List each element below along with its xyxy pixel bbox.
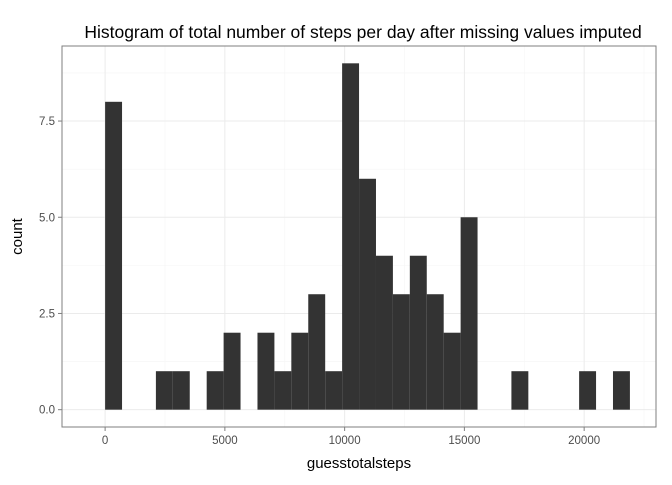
histogram-bar bbox=[291, 332, 309, 410]
histogram-bar bbox=[443, 332, 461, 410]
histogram-bar bbox=[375, 255, 393, 410]
histogram-bar bbox=[223, 332, 241, 410]
y-tick-label: 5.0 bbox=[39, 212, 55, 224]
panel-border bbox=[61, 45, 657, 428]
histogram-bar bbox=[325, 371, 343, 410]
y-tick-label: 0.0 bbox=[39, 405, 55, 417]
histogram-bar bbox=[342, 63, 360, 410]
histogram-bar bbox=[426, 294, 444, 410]
histogram-bar bbox=[308, 294, 326, 410]
histogram-bar bbox=[511, 371, 529, 410]
x-tick-label: 20000 bbox=[568, 435, 600, 447]
histogram-bar bbox=[460, 217, 478, 410]
histogram-bar bbox=[274, 371, 292, 410]
histogram-bar bbox=[612, 371, 630, 410]
histogram-bar bbox=[579, 371, 597, 410]
y-tick-label: 7.5 bbox=[39, 116, 55, 128]
histogram-bar bbox=[172, 371, 190, 410]
axis-layer: 0 5000 10000 15000 20000 0.0 2.5 5.0 7.5 bbox=[39, 116, 600, 447]
x-tick-label: 15000 bbox=[448, 435, 480, 447]
histogram-bar bbox=[105, 101, 123, 410]
histogram-bar bbox=[257, 332, 275, 410]
x-tick-label: 10000 bbox=[329, 435, 361, 447]
y-axis-title: count bbox=[9, 217, 26, 255]
x-axis-title: guesstotalsteps bbox=[307, 455, 411, 472]
x-tick-label: 0 bbox=[102, 435, 108, 447]
histogram-bar bbox=[359, 178, 376, 410]
histogram-bar bbox=[392, 294, 410, 410]
histogram-bar bbox=[155, 371, 173, 410]
histogram-bar bbox=[409, 255, 427, 410]
histogram-bar bbox=[206, 371, 224, 410]
x-tick-label: 5000 bbox=[212, 435, 238, 447]
bars-layer bbox=[105, 63, 630, 410]
y-tick-label: 2.5 bbox=[39, 308, 55, 320]
chart-title: Histogram of total number of steps per d… bbox=[84, 22, 641, 42]
